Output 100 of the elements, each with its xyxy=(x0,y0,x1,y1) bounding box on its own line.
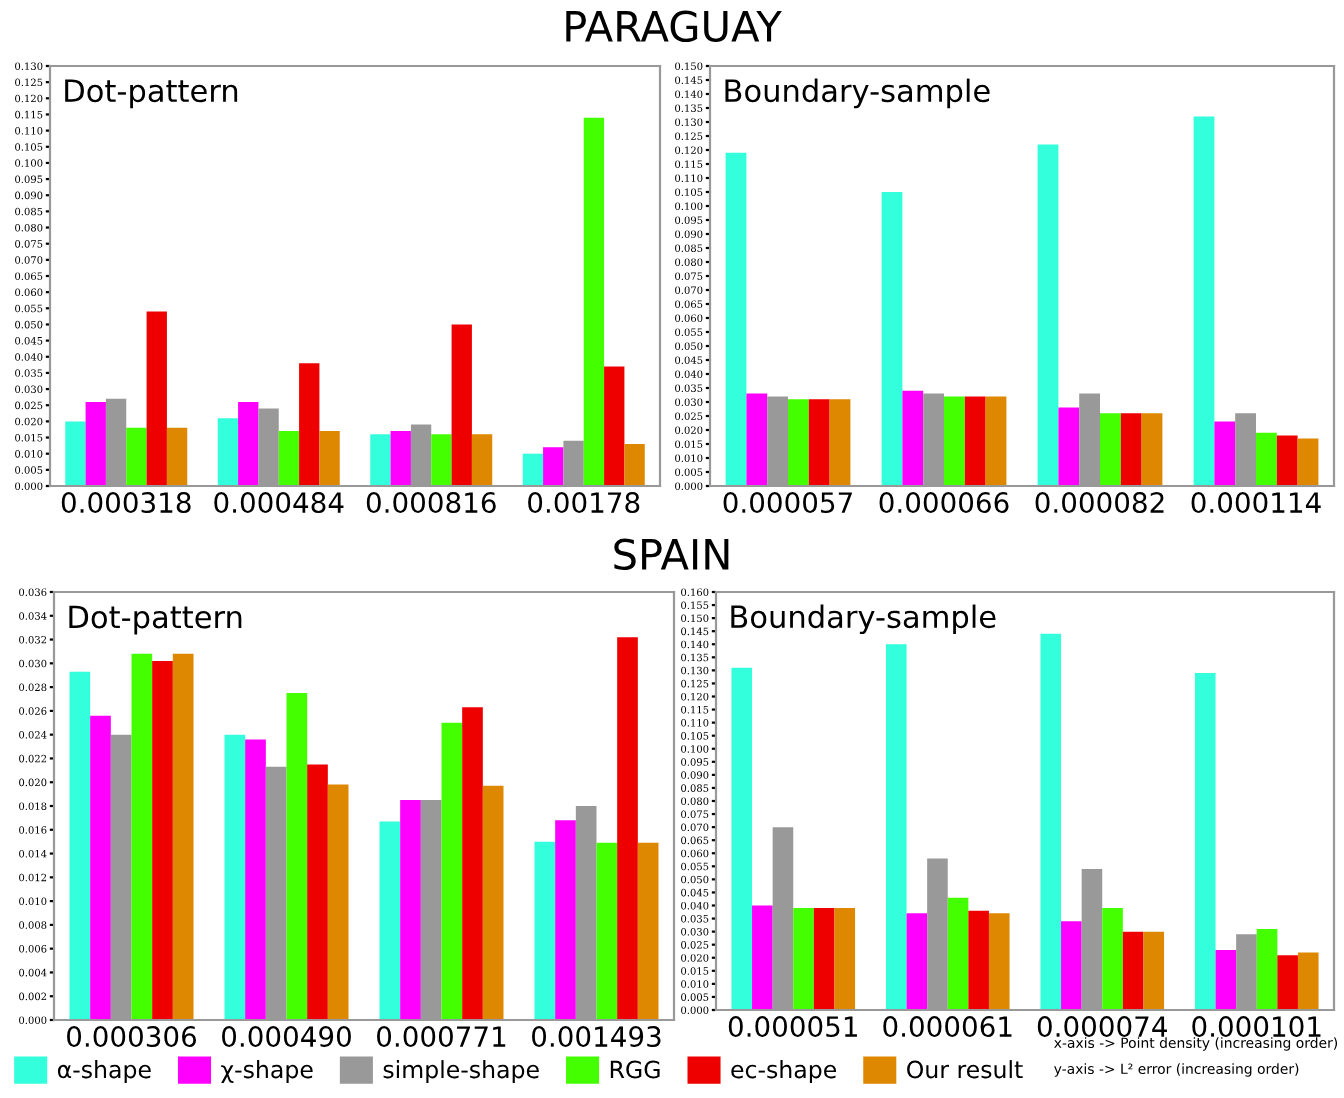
bar xyxy=(152,660,173,1020)
bar xyxy=(1215,949,1237,1010)
bar xyxy=(217,418,239,486)
x-tick-label: 0.000051 xyxy=(728,1016,857,1038)
legend-label: simple-shape xyxy=(383,1060,539,1083)
bar xyxy=(829,399,851,486)
chart-title: Boundary-sample xyxy=(725,78,990,109)
bar xyxy=(813,908,835,1010)
bar xyxy=(617,637,638,1020)
bar xyxy=(731,667,753,1010)
bar xyxy=(793,908,814,1010)
x-tick-label: 0.000306 xyxy=(67,1026,197,1048)
bar xyxy=(1141,413,1163,486)
bar xyxy=(543,447,564,486)
bar xyxy=(482,785,504,1020)
bar xyxy=(278,431,300,486)
bar xyxy=(441,722,463,1020)
bar xyxy=(604,366,625,486)
x-tick-label: 0.000490 xyxy=(222,1026,351,1048)
bar xyxy=(746,393,768,486)
bar xyxy=(1297,952,1319,1010)
bar xyxy=(624,444,645,486)
bar xyxy=(286,693,308,1020)
x-tick-label: 0.000114 xyxy=(1191,492,1321,514)
bar xyxy=(370,434,391,486)
bar xyxy=(1193,116,1215,486)
x-tick-label: 0.000061 xyxy=(883,1016,1012,1038)
legend-label: α-shape xyxy=(57,1060,151,1083)
bar xyxy=(379,821,401,1020)
bar xyxy=(555,820,576,1020)
bar xyxy=(522,453,544,486)
bar xyxy=(1256,432,1277,486)
bar xyxy=(985,396,1007,486)
bar xyxy=(1061,921,1082,1010)
bar xyxy=(166,427,188,486)
bar xyxy=(1214,421,1236,486)
bar xyxy=(85,402,106,486)
bar xyxy=(944,396,965,486)
bar xyxy=(431,434,452,486)
bar xyxy=(69,671,91,1020)
bar xyxy=(881,192,903,486)
bar xyxy=(1100,413,1121,486)
bar xyxy=(637,842,659,1020)
x-tick-label: 0.000057 xyxy=(723,492,852,514)
bar xyxy=(245,739,266,1020)
x-tick-label: 0.000816 xyxy=(366,492,496,514)
bar xyxy=(1040,633,1062,1010)
bar xyxy=(1194,672,1216,1010)
bar xyxy=(906,913,928,1010)
bar xyxy=(451,324,472,486)
bar xyxy=(224,734,246,1020)
bar xyxy=(1297,438,1319,486)
x-tick-label: 0.000771 xyxy=(377,1026,506,1048)
legend-label: Our result xyxy=(907,1060,1023,1079)
bar xyxy=(1277,955,1298,1010)
chart-title: Dot-pattern xyxy=(69,605,242,635)
bar xyxy=(1037,144,1059,486)
x-tick-label: 0.000082 xyxy=(1035,492,1164,514)
bar xyxy=(172,653,194,1020)
bar xyxy=(319,431,340,486)
bar xyxy=(1058,407,1080,486)
chart-title: Boundary-sample xyxy=(731,604,996,635)
text: PARAGUAY xyxy=(566,10,782,43)
bar xyxy=(1120,413,1142,486)
bar xyxy=(1143,931,1165,1010)
chart-title: Dot-pattern xyxy=(65,79,238,109)
bar xyxy=(1122,931,1144,1010)
bar xyxy=(808,399,830,486)
bar xyxy=(65,421,86,486)
x-tick-label: 0.001493 xyxy=(532,1026,661,1048)
x-tick-label: 0.000066 xyxy=(879,492,1009,514)
bar xyxy=(327,784,349,1020)
bar xyxy=(534,841,556,1020)
bar xyxy=(1276,435,1298,486)
bar xyxy=(471,434,493,486)
x-tick-label: 0.000074 xyxy=(1037,1016,1167,1038)
bar xyxy=(400,800,421,1020)
bar xyxy=(834,908,856,1010)
x-tick-label: 0.000318 xyxy=(61,492,191,514)
legend-label: ec-shape xyxy=(731,1060,837,1083)
bar xyxy=(131,653,153,1020)
bar xyxy=(964,396,986,486)
bar xyxy=(390,431,411,486)
x-tick-label: 0.000484 xyxy=(214,492,344,514)
bar xyxy=(988,913,1010,1010)
legend-label: RGG xyxy=(610,1060,660,1079)
bar xyxy=(968,910,989,1010)
bar xyxy=(596,842,618,1020)
bar xyxy=(902,390,924,486)
x-tick-label: 0.000101 xyxy=(1192,1016,1321,1038)
bar xyxy=(885,644,907,1010)
bar xyxy=(146,311,167,486)
text: SPAIN xyxy=(614,538,729,571)
bar xyxy=(126,427,147,486)
bar xyxy=(788,399,809,486)
bar xyxy=(725,152,747,486)
bar xyxy=(238,402,259,486)
x-tick-label: 0.00178 xyxy=(528,492,640,514)
bar xyxy=(462,707,483,1020)
bar xyxy=(1102,908,1123,1010)
